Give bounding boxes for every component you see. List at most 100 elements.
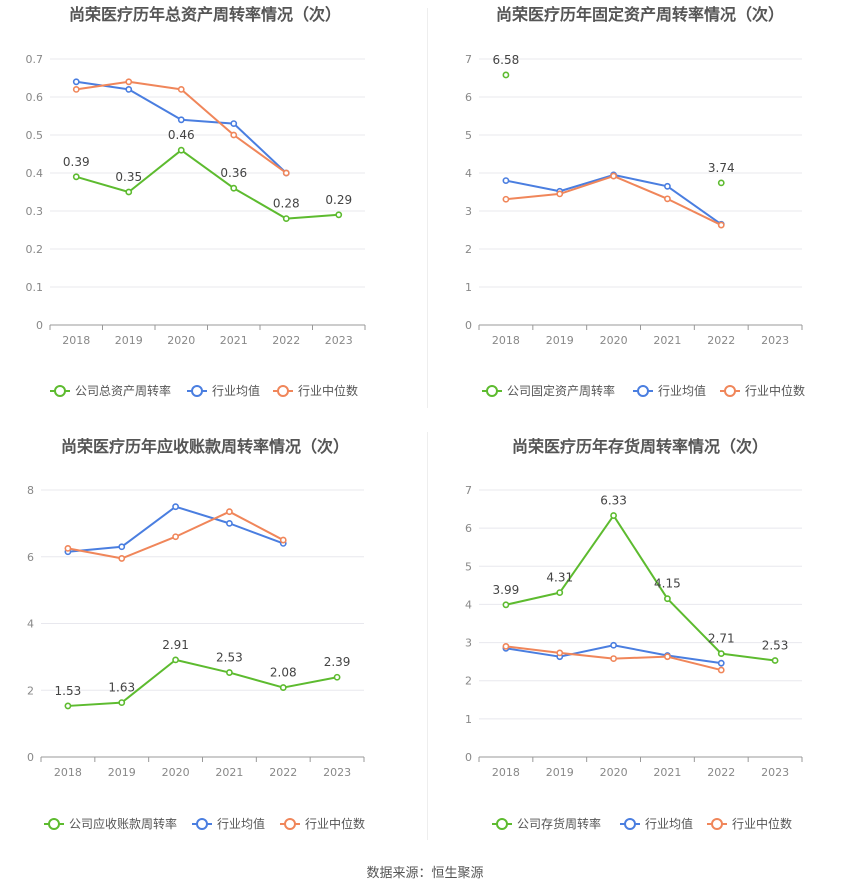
data-point: [335, 211, 343, 219]
x-tick-label: 2019: [546, 766, 574, 779]
data-label: 3.74: [708, 161, 735, 175]
data-point: [72, 86, 80, 93]
data-label: 0.35: [115, 170, 142, 184]
data-point: [717, 650, 725, 658]
y-tick-label: 0.3: [26, 205, 44, 218]
x-tick-label: 2023: [325, 334, 353, 347]
chart-panel-2: 尚荣医疗历年固定资产周转率情况（次） 0 1 2 3 4 5 6 7 2018 2019 2020 20…: [465, 5, 805, 398]
data-point: [64, 545, 72, 552]
data-label: 1.63: [108, 681, 135, 695]
y-tick-label: 2: [27, 684, 34, 697]
chart-panel-4: 尚荣医疗历年存货周转率情况（次） 0 1 2 3 4 5 6 7 2018 2019 2020 2021…: [465, 437, 803, 831]
legend-label: 公司存货周转率: [517, 816, 601, 831]
legend-label: 行业均值: [212, 383, 260, 398]
y-tick-label: 0.7: [26, 53, 44, 66]
x-tick-label: 2018: [54, 766, 82, 779]
y-tick-label: 5: [465, 560, 472, 573]
legend-label: 行业中位数: [298, 383, 358, 398]
y-tick-label: 1: [465, 281, 472, 294]
data-point: [172, 656, 179, 664]
data-point: [177, 86, 185, 93]
data-label: 2.53: [762, 638, 789, 652]
x-tick-label: 2021: [653, 766, 681, 779]
data-point: [556, 589, 564, 597]
y-tick-label: 8: [27, 484, 34, 497]
x-tick-label: 2021: [653, 334, 681, 347]
data-point: [664, 182, 671, 190]
data-point: [72, 78, 80, 86]
y-tick-label: 1: [465, 713, 472, 726]
data-point: [771, 657, 779, 664]
data-point: [610, 655, 617, 662]
data-label: 0.29: [325, 193, 352, 207]
legend-label: 行业均值: [658, 383, 706, 398]
series-line: [505, 514, 776, 662]
x-tick-label: 2021: [215, 766, 243, 779]
y-tick-label: 3: [465, 637, 472, 650]
legend-swatch-marker: [191, 385, 203, 397]
legend-swatch-marker: [277, 385, 289, 397]
data-point: [664, 595, 671, 603]
data-point: [226, 669, 233, 676]
series-line: [67, 505, 284, 553]
y-tick-label: 6: [465, 91, 472, 104]
data-point: [279, 536, 287, 544]
legend-swatch-marker: [196, 818, 208, 830]
series-line: [75, 149, 339, 220]
data-label: 6.58: [493, 53, 520, 67]
data-label: 4.31: [546, 571, 573, 585]
data-point: [230, 184, 238, 192]
x-tick-label: 2023: [761, 766, 789, 779]
data-point: [556, 649, 564, 657]
y-tick-label: 7: [465, 53, 472, 66]
x-tick-label: 2023: [761, 334, 789, 347]
y-tick-label: 4: [465, 167, 472, 180]
x-tick-label: 2019: [115, 334, 143, 347]
legend-label: 公司应收账款周转率: [69, 816, 177, 831]
y-tick-label: 0.4: [26, 167, 44, 180]
y-tick-label: 6: [465, 522, 472, 535]
x-tick-label: 2020: [600, 334, 628, 347]
x-tick-label: 2020: [167, 334, 195, 347]
data-point: [717, 659, 725, 667]
x-tick-label: 2020: [162, 766, 190, 779]
data-point: [502, 177, 510, 184]
data-point: [717, 666, 725, 674]
x-tick-label: 2019: [546, 334, 574, 347]
x-tick-label: 2022: [707, 766, 735, 779]
data-point: [333, 673, 341, 681]
data-label: 2.08: [270, 666, 297, 680]
data-label: 6.33: [600, 494, 627, 508]
data-label: 2.39: [324, 655, 351, 669]
legend-swatch-marker: [711, 818, 723, 830]
data-point: [125, 86, 133, 93]
data-point: [64, 702, 72, 710]
data-point: [125, 78, 133, 86]
legend-swatch-marker: [624, 818, 636, 830]
chart-title: 尚荣医疗历年总资产周转率情况（次）: [69, 5, 341, 24]
panel-divider-bottom: [427, 432, 428, 840]
data-label: 3.99: [493, 583, 520, 597]
data-point: [226, 519, 233, 527]
data-label: 2.53: [216, 651, 243, 665]
legend-swatch-marker: [48, 818, 60, 830]
legend-label: 行业均值: [217, 816, 265, 831]
data-point: [118, 543, 126, 551]
y-tick-label: 2: [465, 243, 472, 256]
data-label: 2.71: [708, 632, 735, 646]
data-point: [502, 642, 510, 650]
legend-label: 行业均值: [645, 816, 693, 831]
x-tick-label: 2020: [600, 766, 628, 779]
y-tick-label: 4: [465, 598, 472, 611]
panel-divider-top: [427, 8, 428, 408]
data-point: [610, 512, 617, 519]
data-point: [72, 173, 80, 181]
y-tick-label: 7: [465, 484, 472, 497]
data-point: [664, 653, 671, 661]
data-point: [610, 172, 617, 180]
data-point: [502, 195, 510, 203]
y-tick-label: 4: [27, 618, 34, 631]
chart-title: 尚荣医疗历年固定资产周转率情况（次）: [496, 5, 784, 24]
data-point: [502, 601, 510, 609]
